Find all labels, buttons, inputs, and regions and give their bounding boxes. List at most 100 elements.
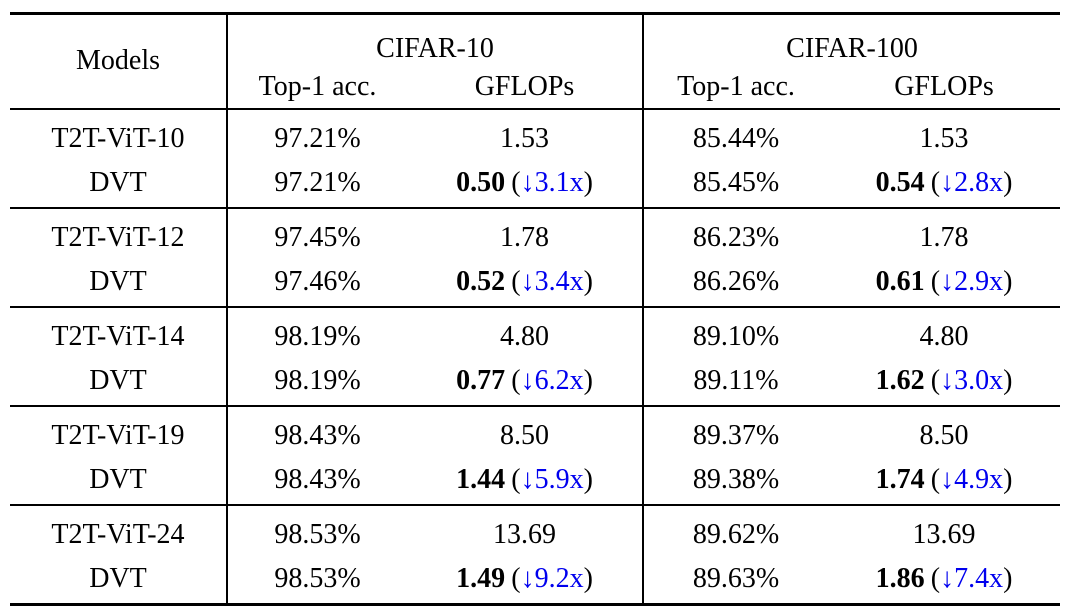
block-t2t-vit-10: T2T-ViT-10 97.21% 1.53 85.44% 1.53 DVT 9… [10, 109, 1060, 208]
cifar100-gflops: 1.86 (↓7.4x) [828, 557, 1060, 605]
speedup-value: ↓9.2x [520, 562, 584, 594]
gflops-value: 0.77 [456, 364, 506, 396]
header-row-datasets: Models CIFAR-10 CIFAR-100 [10, 13, 1060, 76]
cifar100-top1-acc: 89.38% [642, 458, 828, 505]
column-header-cifar100-gflops: GFLOPs [894, 71, 994, 103]
cifar10-gflops: 1.44 (↓5.9x) [407, 458, 643, 505]
paren-close: ) [1003, 562, 1013, 594]
paren-open: ( [511, 265, 521, 297]
gflops-value: 1.44 [456, 463, 506, 495]
table-row: T2T-ViT-24 98.53% 13.69 89.62% 13.69 [10, 505, 1060, 557]
cifar100-top1-acc: 89.10% [642, 307, 828, 359]
gflops-value: 0.61 [875, 265, 925, 297]
table-row: T2T-ViT-19 98.43% 8.50 89.37% 8.50 [10, 406, 1060, 458]
cifar10-gflops: 1.78 [500, 221, 549, 253]
column-header-models: Models [76, 45, 160, 77]
cifar10-top1-acc: 98.43% [226, 406, 407, 458]
cifar100-gflops: 1.74 (↓4.9x) [828, 458, 1060, 505]
paren-open: ( [930, 562, 941, 594]
gflops-value: 1.62 [875, 364, 925, 396]
paren-open: ( [511, 463, 521, 495]
cifar100-top1-acc: 85.44% [642, 109, 828, 161]
model-name: T2T-ViT-14 [51, 320, 185, 352]
cifar100-gflops: 4.80 [919, 320, 969, 352]
cifar100-gflops: 0.54 (↓2.8x) [828, 161, 1060, 208]
cifar10-gflops: 1.49 (↓9.2x) [407, 557, 643, 605]
column-header-cifar100-top1: Top-1 acc. [642, 67, 828, 109]
cifar100-gflops: 1.53 [919, 122, 969, 154]
table-row: T2T-ViT-14 98.19% 4.80 89.10% 4.80 [10, 307, 1060, 359]
model-name: T2T-ViT-10 [51, 122, 185, 154]
paren-close: ) [583, 364, 593, 396]
model-name: T2T-ViT-19 [51, 419, 185, 451]
speedup-value: ↓3.4x [520, 265, 584, 297]
cifar10-gflops: 4.80 [500, 320, 549, 352]
paren-close: ) [1003, 364, 1013, 396]
cifar10-top1-acc: 98.53% [226, 505, 407, 557]
results-table: Models CIFAR-10 CIFAR-100 Top-1 acc. GFL… [10, 12, 1060, 606]
paren-close: ) [583, 463, 593, 495]
speedup-value: ↓6.2x [520, 364, 584, 396]
cifar10-top1-acc: 97.45% [226, 208, 407, 260]
table-row-dvt: DVT 98.53% 1.49 (↓9.2x) 89.63% 1.86 (↓7.4x… [10, 557, 1060, 605]
model-name: DVT [89, 463, 147, 495]
cifar10-gflops: 13.69 [493, 518, 556, 550]
paren-close: ) [583, 265, 593, 297]
cifar100-gflops: 1.78 [919, 221, 969, 253]
paren-open: ( [930, 166, 941, 198]
paren-close: ) [1003, 166, 1013, 198]
block-t2t-vit-19: T2T-ViT-19 98.43% 8.50 89.37% 8.50 DVT 9… [10, 406, 1060, 505]
paren-open: ( [930, 364, 941, 396]
speedup-value: ↓4.9x [940, 463, 1004, 495]
cifar10-top1-acc: 97.21% [226, 161, 407, 208]
column-header-cifar10-gflops: GFLOPs [474, 71, 575, 103]
table-row-dvt: DVT 97.46% 0.52 (↓3.4x) 86.26% 0.61 (↓2.9x… [10, 260, 1060, 307]
speedup-value: ↓3.0x [940, 364, 1004, 396]
column-header-cifar10-top1: Top-1 acc. [226, 67, 407, 109]
speedup-value: ↓2.8x [940, 166, 1004, 198]
model-name: T2T-ViT-24 [51, 518, 185, 550]
column-header-cifar100: CIFAR-100 [642, 13, 1060, 67]
column-header-cifar10: CIFAR-10 [226, 13, 643, 67]
cifar10-top1-acc: 98.53% [226, 557, 407, 605]
paren-close: ) [583, 166, 593, 198]
model-name: DVT [89, 562, 147, 594]
cifar100-gflops: 0.61 (↓2.9x) [828, 260, 1060, 307]
cifar100-top1-acc: 89.63% [642, 557, 828, 605]
speedup-value: ↓2.9x [940, 265, 1004, 297]
speedup-value: ↓7.4x [940, 562, 1004, 594]
gflops-value: 0.52 [456, 265, 506, 297]
model-name: T2T-ViT-12 [51, 221, 185, 253]
block-t2t-vit-12: T2T-ViT-12 97.45% 1.78 86.23% 1.78 DVT 9… [10, 208, 1060, 307]
paren-close: ) [1003, 463, 1013, 495]
header-row-metrics: Top-1 acc. GFLOPs Top-1 acc. GFLOPs [10, 67, 1060, 109]
model-name: DVT [89, 265, 147, 297]
cifar10-top1-acc: 97.21% [226, 109, 407, 161]
model-name: DVT [89, 166, 147, 198]
cifar100-top1-acc: 85.45% [642, 161, 828, 208]
cifar100-gflops: 8.50 [919, 419, 969, 451]
cifar10-gflops: 0.52 (↓3.4x) [407, 260, 643, 307]
paren-close: ) [583, 562, 593, 594]
cifar100-top1-acc: 89.62% [642, 505, 828, 557]
cifar10-gflops: 0.50 (↓3.1x) [407, 161, 643, 208]
cifar10-gflops: 0.77 (↓6.2x) [407, 359, 643, 406]
cifar100-top1-acc: 89.11% [642, 359, 828, 406]
paren-open: ( [511, 562, 521, 594]
cifar10-gflops: 8.50 [500, 419, 549, 451]
block-t2t-vit-14: T2T-ViT-14 98.19% 4.80 89.10% 4.80 DVT 9… [10, 307, 1060, 406]
table-header: Models CIFAR-10 CIFAR-100 Top-1 acc. GFL… [10, 13, 1060, 109]
speedup-value: ↓5.9x [520, 463, 584, 495]
cifar100-gflops: 13.69 [912, 518, 976, 550]
speedup-value: ↓3.1x [520, 166, 584, 198]
table-row-dvt: DVT 98.43% 1.44 (↓5.9x) 89.38% 1.74 (↓4.9x… [10, 458, 1060, 505]
paren-open: ( [930, 265, 941, 297]
cifar100-top1-acc: 89.37% [642, 406, 828, 458]
gflops-value: 1.74 [875, 463, 925, 495]
gflops-value: 0.54 [875, 166, 925, 198]
paren-open: ( [511, 166, 521, 198]
table-row: T2T-ViT-12 97.45% 1.78 86.23% 1.78 [10, 208, 1060, 260]
table-row-dvt: DVT 97.21% 0.50 (↓3.1x) 85.45% 0.54 (↓2.8x… [10, 161, 1060, 208]
cifar10-top1-acc: 98.19% [226, 359, 407, 406]
cifar10-top1-acc: 98.19% [226, 307, 407, 359]
